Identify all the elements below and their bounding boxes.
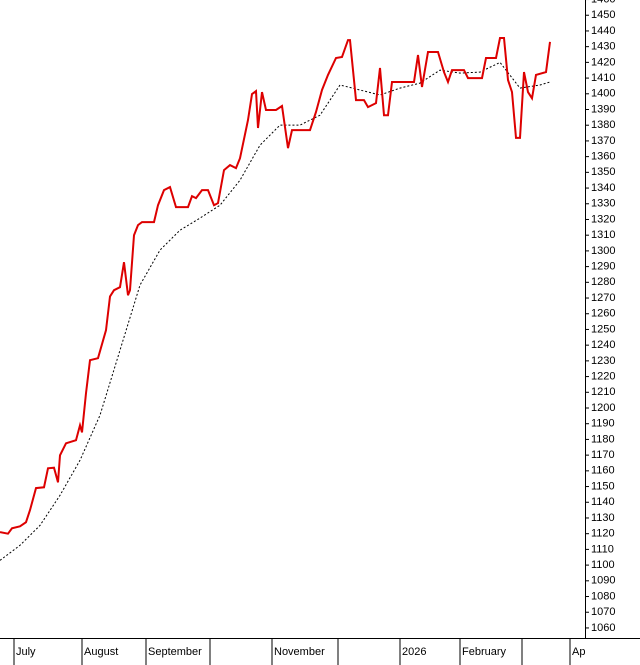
y-tick-label: 1390 bbox=[591, 103, 615, 115]
y-tick-label: 1110 bbox=[591, 543, 614, 555]
y-tick-label: 1060 bbox=[591, 622, 615, 634]
y-tick-label: 1420 bbox=[591, 56, 615, 68]
y-tick-label: 1360 bbox=[591, 151, 615, 163]
y-tick-label: 1080 bbox=[591, 590, 615, 602]
y-tick-label: 1090 bbox=[591, 575, 615, 587]
y-tick-label: 1230 bbox=[591, 355, 615, 367]
x-tick-label: February bbox=[462, 646, 507, 658]
y-tick-label: 1220 bbox=[591, 370, 615, 382]
y-tick-label: 1270 bbox=[591, 292, 615, 304]
y-tick-label: 1430 bbox=[591, 41, 615, 53]
y-tick-label: 1210 bbox=[591, 386, 615, 398]
y-tick-label: 1250 bbox=[591, 323, 615, 335]
x-tick-label: November bbox=[274, 646, 325, 658]
y-tick-label: 1160 bbox=[591, 465, 615, 477]
y-tick-label: 1070 bbox=[591, 606, 615, 618]
y-tick-label: 1240 bbox=[591, 339, 615, 351]
x-tick-label: Ap bbox=[572, 646, 585, 658]
y-tick-label: 1170 bbox=[591, 449, 615, 461]
y-tick-label: 1100 bbox=[591, 559, 615, 571]
y-tick-label: 1200 bbox=[591, 402, 615, 414]
y-tick-label: 1130 bbox=[591, 512, 615, 524]
y-tick-label: 1280 bbox=[591, 276, 615, 288]
x-tick-label: September bbox=[148, 646, 202, 658]
y-tick-label: 1260 bbox=[591, 308, 615, 320]
y-tick-label: 1350 bbox=[591, 166, 615, 178]
series-line bbox=[0, 37, 551, 535]
y-tick-label: 1140 bbox=[591, 496, 615, 508]
y-tick-label: 1440 bbox=[591, 25, 615, 37]
y-tick-label: 1320 bbox=[591, 213, 615, 225]
y-tick-label: 1180 bbox=[591, 433, 615, 445]
y-tick-label: 1460 bbox=[591, 0, 615, 5]
y-tick-label: 1450 bbox=[591, 9, 615, 21]
y-tick-label: 1330 bbox=[591, 198, 615, 210]
y-tick-label: 1370 bbox=[591, 135, 615, 147]
y-tick-label: 1150 bbox=[591, 480, 615, 492]
x-tick-label: 2026 bbox=[402, 646, 426, 658]
y-tick-label: 1290 bbox=[591, 261, 615, 273]
y-tick-label: 1310 bbox=[591, 229, 615, 241]
x-tick-label: August bbox=[84, 646, 118, 658]
y-tick-label: 1400 bbox=[591, 88, 615, 100]
y-tick-label: 1410 bbox=[591, 72, 615, 84]
y-tick-label: 1340 bbox=[591, 182, 615, 194]
y-tick-label: 1380 bbox=[591, 119, 615, 131]
y-tick-label: 1190 bbox=[591, 418, 615, 430]
y-tick-label: 1300 bbox=[591, 245, 615, 257]
x-tick-label: July bbox=[16, 646, 36, 658]
y-tick-label: 1120 bbox=[591, 528, 615, 540]
